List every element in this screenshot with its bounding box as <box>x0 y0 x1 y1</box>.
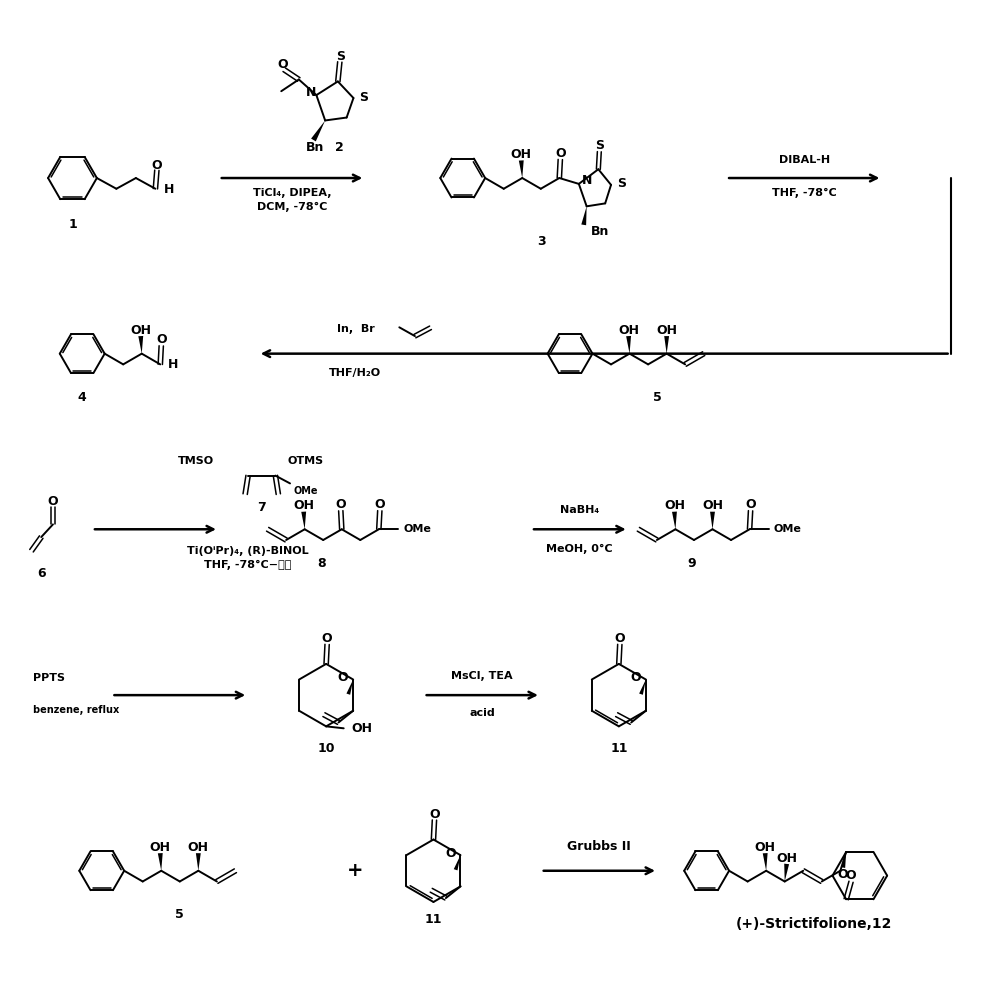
Text: O: O <box>152 159 162 172</box>
Polygon shape <box>157 853 162 871</box>
Text: TiCl₄, DIPEA,: TiCl₄, DIPEA, <box>253 188 332 198</box>
Text: O: O <box>837 868 848 881</box>
Text: OH: OH <box>188 841 209 854</box>
Polygon shape <box>196 853 201 871</box>
Polygon shape <box>664 336 669 354</box>
Text: NaBH₄: NaBH₄ <box>560 505 599 515</box>
Text: O: O <box>745 498 756 511</box>
Text: OH: OH <box>664 499 685 512</box>
Polygon shape <box>710 512 715 529</box>
Text: 9: 9 <box>688 557 697 570</box>
Text: MsCl, TEA: MsCl, TEA <box>452 671 513 681</box>
Text: 2: 2 <box>336 141 344 154</box>
Text: 11: 11 <box>425 913 442 926</box>
Polygon shape <box>139 336 144 354</box>
Polygon shape <box>841 852 846 868</box>
Text: Ti(OⁱPr)₄, (R)-BINOL: Ti(OⁱPr)₄, (R)-BINOL <box>187 546 309 556</box>
Text: 7: 7 <box>258 501 266 514</box>
Polygon shape <box>784 864 789 881</box>
Text: OMe: OMe <box>403 524 431 534</box>
Text: 1: 1 <box>68 218 77 231</box>
Text: OH: OH <box>776 852 797 865</box>
Text: 5: 5 <box>175 908 184 921</box>
Polygon shape <box>640 680 646 695</box>
Text: OMe: OMe <box>774 524 802 534</box>
Text: OH: OH <box>351 722 373 735</box>
Text: (+)-Strictifolione,12: (+)-Strictifolione,12 <box>736 917 892 931</box>
Polygon shape <box>626 336 631 354</box>
Polygon shape <box>346 680 353 695</box>
Text: O: O <box>338 671 348 684</box>
Polygon shape <box>519 160 523 178</box>
Text: S: S <box>337 50 345 63</box>
Polygon shape <box>454 855 461 870</box>
Text: OH: OH <box>755 841 775 854</box>
Text: S: S <box>617 177 626 190</box>
Text: O: O <box>322 632 333 645</box>
Text: In,  Br: In, Br <box>337 324 374 334</box>
Text: 10: 10 <box>318 742 335 755</box>
Text: THF, -78°C−室温: THF, -78°C−室温 <box>205 560 292 570</box>
Text: MeOH, 0°C: MeOH, 0°C <box>546 544 613 554</box>
Text: PPTS: PPTS <box>33 673 66 683</box>
Text: H: H <box>168 358 178 371</box>
Text: OH: OH <box>511 148 531 161</box>
Text: +: + <box>347 861 364 880</box>
Text: OH: OH <box>130 324 152 337</box>
Text: O: O <box>614 632 625 645</box>
Polygon shape <box>763 853 768 871</box>
Text: acid: acid <box>469 708 495 718</box>
Text: O: O <box>429 808 440 821</box>
Text: OMe: OMe <box>294 486 319 496</box>
Text: TMSO: TMSO <box>178 456 214 466</box>
Polygon shape <box>672 512 677 529</box>
Text: O: O <box>375 498 385 511</box>
Text: OH: OH <box>293 499 314 512</box>
Text: OH: OH <box>618 324 639 337</box>
Text: DCM, -78°C: DCM, -78°C <box>257 202 327 212</box>
Text: O: O <box>47 495 58 508</box>
Text: O: O <box>555 147 566 160</box>
Text: 3: 3 <box>537 235 546 248</box>
Text: Grubbs II: Grubbs II <box>568 840 631 853</box>
Text: O: O <box>155 333 166 346</box>
Text: S: S <box>594 139 604 152</box>
Text: O: O <box>277 58 287 71</box>
Polygon shape <box>301 512 306 529</box>
Text: O: O <box>845 869 856 882</box>
Text: 4: 4 <box>78 391 87 404</box>
Text: N: N <box>582 174 592 187</box>
Text: 6: 6 <box>37 567 45 580</box>
Text: 11: 11 <box>610 742 628 755</box>
Text: OH: OH <box>702 499 723 512</box>
Polygon shape <box>311 120 325 141</box>
Text: OH: OH <box>656 324 677 337</box>
Text: THF/H₂O: THF/H₂O <box>330 368 382 378</box>
Text: Bn: Bn <box>306 141 325 154</box>
Text: O: O <box>631 671 641 684</box>
Text: DIBAL-H: DIBAL-H <box>778 155 830 165</box>
Text: H: H <box>164 183 174 196</box>
Text: S: S <box>359 91 368 104</box>
Text: benzene, reflux: benzene, reflux <box>33 705 120 715</box>
Text: OTMS: OTMS <box>287 456 323 466</box>
Text: OH: OH <box>150 841 171 854</box>
Polygon shape <box>582 206 586 225</box>
Text: N: N <box>306 86 317 99</box>
Text: O: O <box>445 847 456 860</box>
Text: 8: 8 <box>317 557 326 570</box>
Text: 5: 5 <box>653 391 662 404</box>
Text: Bn: Bn <box>590 225 609 238</box>
Text: THF, -78°C: THF, -78°C <box>771 188 836 198</box>
Text: O: O <box>336 498 346 511</box>
